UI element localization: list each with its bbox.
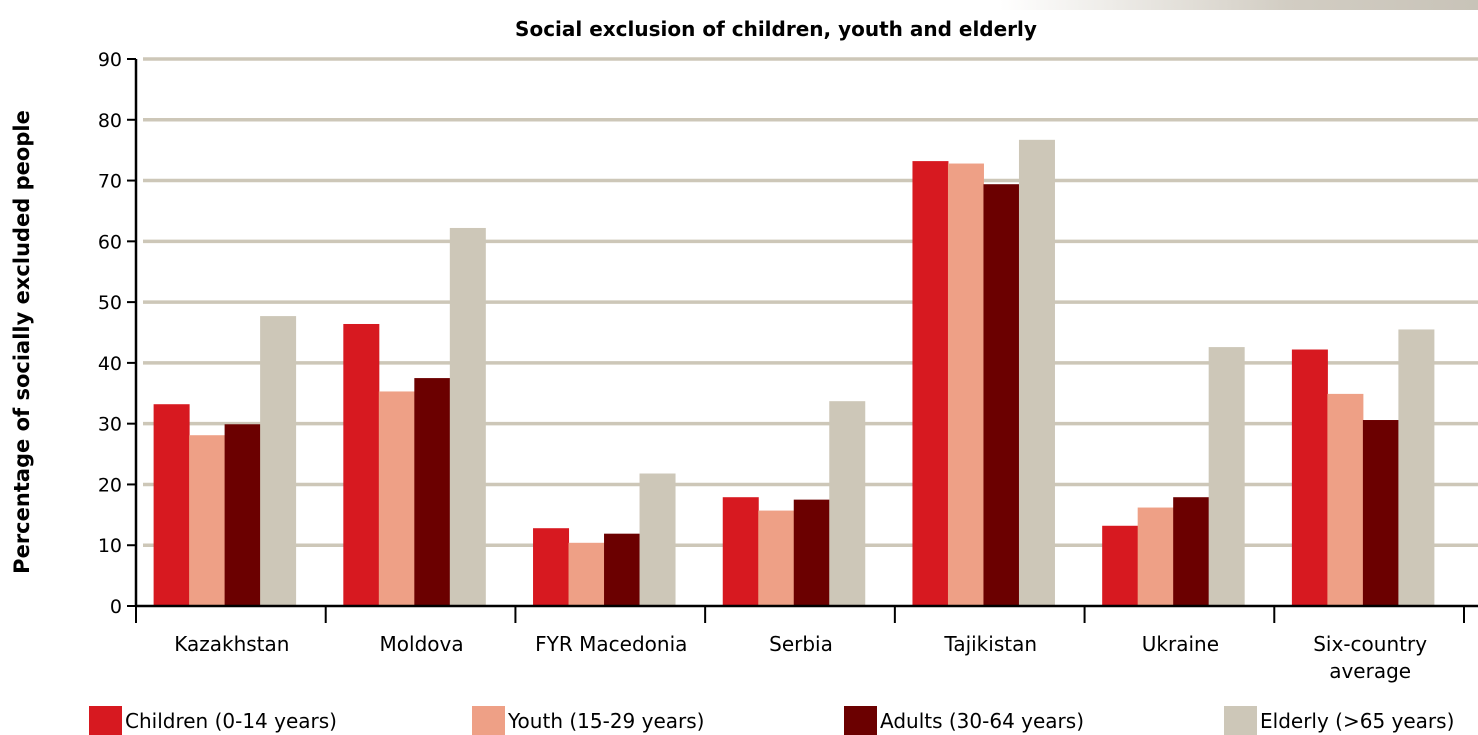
legend-label: Youth (15-29 years) <box>507 709 704 733</box>
bar <box>449 227 486 606</box>
y-tick-label: 20 <box>98 474 122 496</box>
category-label: Six-country <box>1313 632 1427 656</box>
category-label: Serbia <box>769 632 833 656</box>
bar <box>793 499 830 606</box>
y-tick-label: 90 <box>98 49 122 71</box>
bar <box>343 323 380 606</box>
bar <box>722 497 759 606</box>
bar <box>1327 393 1364 606</box>
legend-label: Adults (30-64 years) <box>880 709 1084 733</box>
bar <box>153 404 190 606</box>
bar <box>983 184 1020 607</box>
category-label: Tajikistan <box>943 632 1037 656</box>
bar <box>568 542 605 606</box>
legend-label: Elderly (>65 years) <box>1260 709 1454 733</box>
bar <box>1018 139 1055 606</box>
axes <box>127 58 1478 623</box>
category-label: Ukraine <box>1142 632 1219 656</box>
bar <box>947 163 984 606</box>
bar <box>533 528 570 606</box>
y-tick-label: 30 <box>98 414 122 436</box>
bar <box>260 316 297 606</box>
y-tick-label: 0 <box>110 596 122 618</box>
category-label: Moldova <box>380 632 464 656</box>
bar <box>1137 507 1174 606</box>
bar <box>224 424 261 606</box>
y-axis-label: Percentage of socially excluded people <box>10 110 34 574</box>
bar <box>189 435 226 606</box>
bar <box>639 473 676 606</box>
bar <box>1173 497 1210 606</box>
category-label: average <box>1329 659 1411 683</box>
legend-item: Youth (15-29 years) <box>472 706 704 735</box>
category-label: Kazakhstan <box>174 632 289 656</box>
y-tick-label: 10 <box>98 535 122 557</box>
bar <box>1208 347 1245 606</box>
bar <box>1362 420 1399 606</box>
bar <box>414 378 451 606</box>
y-tick-label: 40 <box>98 353 122 375</box>
bar <box>758 510 795 606</box>
category-labels: Kazakhstan Moldova FYR Macedonia Serbia Taji… <box>174 632 1427 683</box>
legend-item: Children (0-14 years) <box>89 706 337 735</box>
legend-item: Adults (30-64 years) <box>844 706 1084 735</box>
legend-item: Elderly (>65 years) <box>1224 706 1454 735</box>
y-tick-label: 80 <box>98 110 122 132</box>
bar <box>1291 349 1328 606</box>
gridlines <box>143 57 1478 547</box>
y-tick-label: 60 <box>98 231 122 253</box>
category-label: FYR Macedonia <box>535 632 687 656</box>
chart-title: Social exclusion of children, youth and … <box>515 17 1037 41</box>
legend-swatch <box>1224 706 1257 735</box>
legend-label: Children (0-14 years) <box>125 709 337 733</box>
bars <box>153 139 1435 607</box>
legend-swatch <box>89 706 122 735</box>
y-tick-label: 50 <box>98 292 122 314</box>
bar <box>829 401 866 606</box>
legend: Children (0-14 years) Youth (15-29 years)… <box>89 706 1454 735</box>
bar <box>378 391 415 606</box>
legend-swatch <box>472 706 505 735</box>
bar <box>1102 525 1139 606</box>
bar <box>1398 329 1435 606</box>
decorative-top-bar <box>1000 0 1478 10</box>
bar <box>912 161 949 606</box>
y-tick-label: 70 <box>98 171 122 193</box>
y-tick-labels: 0 10 20 30 40 50 60 70 80 90 <box>98 49 122 618</box>
bar <box>604 533 641 606</box>
legend-swatch <box>844 706 877 735</box>
